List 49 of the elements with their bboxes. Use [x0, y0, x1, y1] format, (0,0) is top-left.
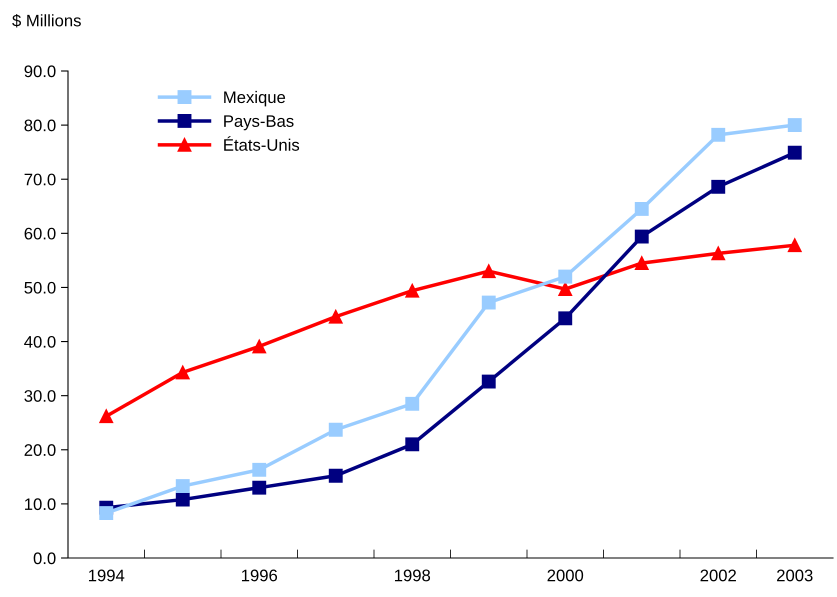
point: [405, 284, 420, 298]
point: [634, 202, 649, 216]
point: [328, 468, 343, 483]
point: [176, 479, 190, 493]
y-tick-label: 30.0: [24, 390, 56, 402]
y-tick-label: 50.0: [24, 282, 56, 294]
point: [99, 409, 114, 424]
point: [482, 296, 496, 310]
point: [788, 238, 802, 252]
point: [176, 492, 190, 507]
point: [252, 480, 266, 495]
point: [558, 282, 572, 296]
y-tick-label: 20.0: [24, 444, 56, 456]
y-tick-label: 40.0: [24, 336, 56, 348]
y-tick-label: 0.0: [34, 552, 56, 564]
y-tick-label: 60.0: [24, 228, 56, 240]
legend-label: Pays-Bas: [224, 115, 294, 130]
point: [558, 311, 572, 326]
y-tick-label: 70.0: [24, 174, 56, 186]
y-tick-label: 90.0: [24, 65, 56, 78]
x-tick-label: 1996: [242, 570, 278, 582]
point: [176, 365, 190, 380]
y-tick-label: 10.0: [25, 498, 56, 510]
point: [634, 230, 649, 244]
point: [711, 180, 726, 194]
y-axis-title: $ Millions: [12, 14, 81, 28]
point: [788, 146, 802, 160]
point: [558, 270, 572, 284]
point: [99, 506, 114, 520]
point: [405, 396, 420, 411]
point: [328, 422, 343, 437]
point: [405, 437, 420, 452]
point: [634, 256, 649, 270]
point: [482, 374, 496, 389]
point: [711, 128, 726, 142]
x-tick-label: 2002: [700, 570, 736, 582]
point: [328, 310, 343, 324]
x-tick-label: 2003: [777, 570, 813, 582]
point: [252, 339, 266, 354]
legend-label: Mexique: [224, 90, 286, 106]
point: [482, 264, 496, 278]
point: [711, 246, 726, 260]
x-tick-label: 2000: [548, 570, 584, 582]
x-tick-label: 1998: [394, 570, 430, 582]
point: [252, 462, 266, 477]
y-tick-label: 80.0: [24, 120, 56, 132]
x-tick-label: 1994: [88, 570, 124, 582]
point: [788, 118, 802, 132]
legend-label: États-Unis: [224, 136, 300, 151]
